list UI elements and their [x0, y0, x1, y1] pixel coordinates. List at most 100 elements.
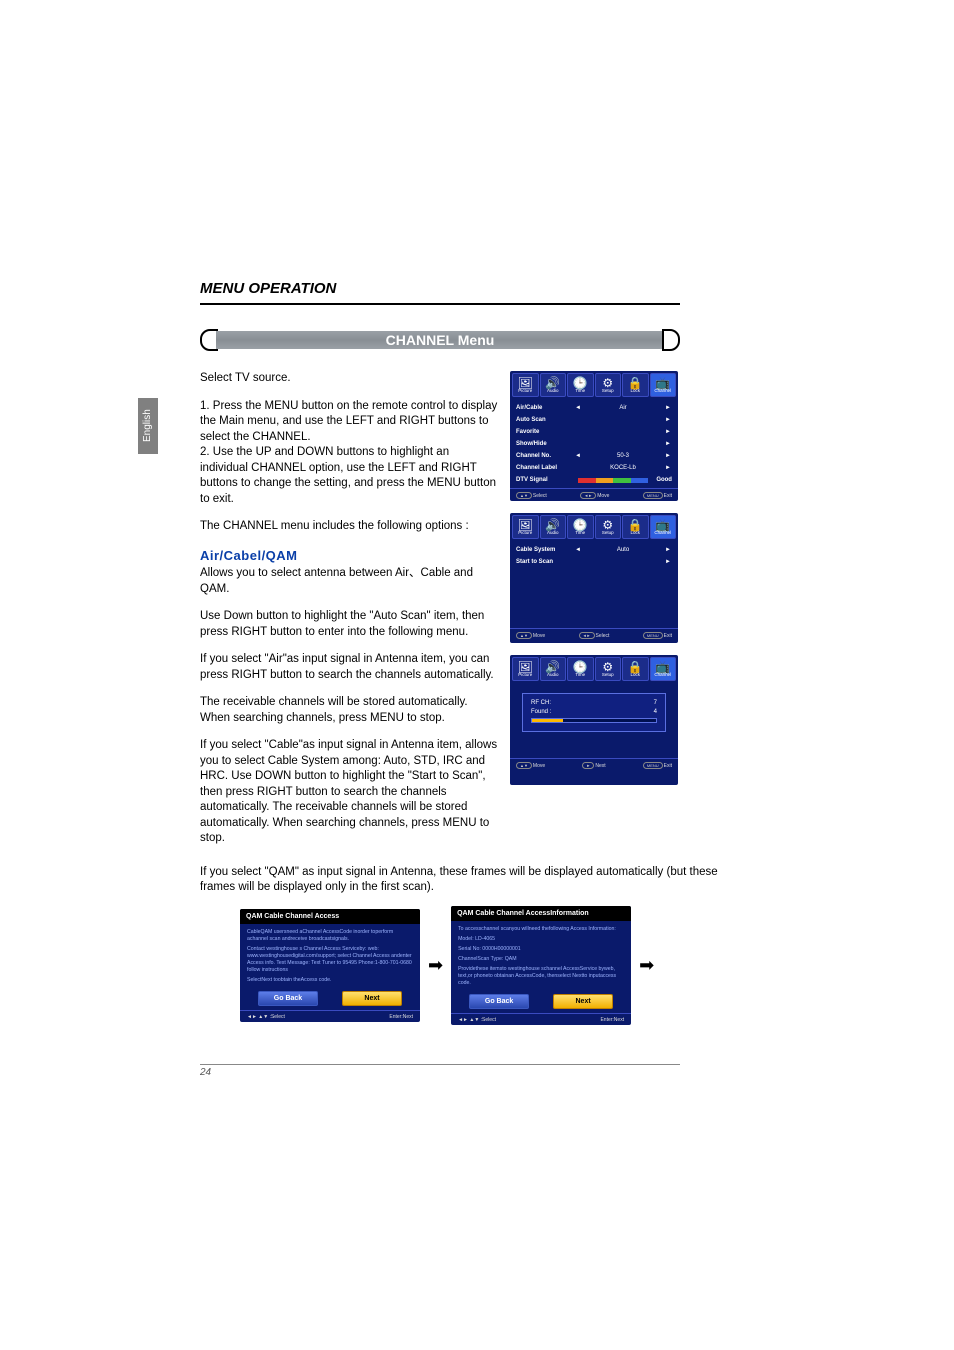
osd-tab-setup[interactable]: ⚙Setup — [595, 515, 622, 539]
setup-icon: ⚙ — [602, 377, 613, 389]
osd-scan-progress: 🖼Picture🔊Audio🕒Time⚙Setup🔒Lock📺ChannelRF… — [510, 655, 678, 785]
qam-button-row: Go Back Next — [240, 991, 420, 1010]
osd-row-label: Start to Scan — [516, 559, 574, 565]
osd-row[interactable]: Start to Scan ► — [516, 556, 672, 568]
osd-tab-lock[interactable]: 🔒Lock — [622, 657, 649, 681]
audio-icon: 🔊 — [545, 661, 560, 673]
qam-dialog-title: QAM Cable Channel Access — [240, 909, 420, 924]
intro-text: Select TV source. — [200, 371, 500, 387]
lock-icon: 🔒 — [628, 661, 643, 673]
osd-tab-lock[interactable]: 🔒Lock — [622, 373, 649, 397]
left-column: Select TV source. 1. Press the MENU butt… — [200, 371, 500, 847]
arrow-right-icon: ► — [664, 429, 672, 435]
qam-footer-left: ◄► ▲▼ :Select — [458, 1017, 496, 1023]
go-back-button[interactable]: Go Back — [258, 991, 318, 1006]
osd-tab-strip: 🖼Picture🔊Audio🕒Time⚙Setup🔒Lock📺Channel — [510, 513, 678, 541]
channel-icon: 📺 — [655, 661, 670, 673]
osd-tab-label: Lock — [630, 389, 640, 394]
arrow-right-icon: ► — [664, 465, 672, 471]
osd-footer-left: ▲▼Move — [516, 762, 545, 769]
picture-icon: 🖼 — [518, 661, 533, 673]
qam-footer-left: ◄► ▲▼ :Select — [247, 1014, 285, 1020]
osd-tab-picture[interactable]: 🖼Picture — [512, 657, 539, 681]
qam-footer-right: Enter:Next — [600, 1017, 624, 1023]
osd-row-label: Channel Label — [516, 465, 574, 471]
lock-icon: 🔒 — [628, 519, 643, 531]
osd-tab-audio[interactable]: 🔊Audio — [540, 515, 567, 539]
right-column: 🖼Picture🔊Audio🕒Time⚙Setup🔒Lock📺ChannelAi… — [510, 371, 678, 797]
osd-tab-time[interactable]: 🕒Time — [567, 657, 594, 681]
osd-row-label: Cable System — [516, 547, 574, 553]
osd-footer-right: MENUExit — [643, 762, 672, 769]
osd-tab-channel[interactable]: 📺Channel — [650, 515, 677, 539]
options-line: The CHANNEL menu includes the following … — [200, 519, 500, 535]
osd-tab-time[interactable]: 🕒Time — [567, 373, 594, 397]
osd-tab-audio[interactable]: 🔊Audio — [540, 657, 567, 681]
osd-tab-setup[interactable]: ⚙Setup — [595, 657, 622, 681]
osd-footer-mid: ►Next — [582, 762, 605, 769]
osd-tab-label: Audio — [547, 389, 559, 394]
osd-body: Air/Cable◄Air►Auto Scan►Favorite►Show/Hi… — [510, 399, 678, 488]
osd-row[interactable]: Channel LabelKOCE-Lb► — [516, 462, 672, 474]
qam-dialog-row: QAM Cable Channel Access CableQAM usersne… — [240, 906, 820, 1025]
osd-tab-time[interactable]: 🕒Time — [567, 515, 594, 539]
qam-body-line: CableQAM usersneed aChannel AccessCode i… — [247, 929, 413, 943]
channel-icon: 📺 — [655, 377, 670, 389]
osd-tab-picture[interactable]: 🖼Picture — [512, 515, 539, 539]
time-icon: 🕒 — [573, 377, 588, 389]
language-tab: English — [138, 398, 158, 454]
arrow-right-icon: ► — [664, 547, 672, 553]
osd-row[interactable]: Auto Scan► — [516, 414, 672, 426]
osd-tab-label: Setup — [602, 389, 614, 394]
arrow-right-icon: ► — [664, 559, 672, 565]
section-title: MENU OPERATION — [200, 280, 820, 297]
arrow-right-icon: ➡ — [428, 955, 443, 976]
scan-progress-bar — [531, 718, 657, 723]
content-area: MENU OPERATION CHANNEL Menu Select TV so… — [200, 280, 820, 1025]
osd-tab-lock[interactable]: 🔒Lock — [622, 515, 649, 539]
air-cable-qam-desc: Allows you to select antenna between Air… — [200, 566, 500, 597]
qam-body-line: SelectNext toobtain theAccess code. — [247, 977, 413, 984]
osd-tab-label: Lock — [630, 531, 640, 536]
next-button[interactable]: Next — [553, 994, 613, 1009]
next-button[interactable]: Next — [342, 991, 402, 1006]
osd-row-value: 50-3 — [582, 453, 664, 459]
qam-footer: ◄► ▲▼ :Select Enter:Next — [451, 1013, 631, 1023]
osd-tab-channel[interactable]: 📺Channel — [650, 657, 677, 681]
setup-icon: ⚙ — [602, 519, 613, 531]
qam-body-line: To accesschannel scanyou willneed thefol… — [458, 926, 624, 933]
scan-found-row: Found :4 — [531, 709, 657, 715]
osd-row[interactable]: Favorite► — [516, 426, 672, 438]
two-column-body: Select TV source. 1. Press the MENU butt… — [200, 371, 820, 847]
osd-row[interactable]: Show/Hide► — [516, 438, 672, 450]
para-stored: The receivable channels will be stored a… — [200, 695, 500, 726]
osd-body: Cable System◄Auto► Start to Scan ► — [510, 541, 678, 628]
osd-tab-channel[interactable]: 📺Channel — [650, 373, 677, 397]
arrow-right-icon: ► — [664, 417, 672, 423]
osd-footer-right: MENUExit — [643, 492, 672, 499]
qam-dialog-info: QAM Cable Channel AccessInformation To ac… — [451, 906, 631, 1025]
para-cable: If you select "Cable"as input signal in … — [200, 738, 500, 847]
arrow-right-icon: ► — [664, 441, 672, 447]
qam-dialog-title: QAM Cable Channel AccessInformation — [451, 906, 631, 921]
page-root: English MENU OPERATION CHANNEL Menu Sele… — [0, 0, 954, 1350]
scan-rf-row: RF CH:7 — [531, 700, 657, 706]
osd-tab-label: Lock — [630, 673, 640, 678]
go-back-button[interactable]: Go Back — [469, 994, 529, 1009]
osd-tab-picture[interactable]: 🖼Picture — [512, 373, 539, 397]
arrow-right-icon: ➡ — [639, 955, 654, 976]
air-cable-qam-heading: Air/Cabel/QAM — [200, 547, 500, 565]
osd-footer: ▲▼Move◄►SelectMENUExit — [510, 628, 678, 639]
osd-tab-label: Time — [575, 389, 585, 394]
osd-tab-label: Time — [575, 673, 585, 678]
osd-row[interactable]: Channel No.◄50-3► — [516, 450, 672, 462]
osd-tab-strip: 🖼Picture🔊Audio🕒Time⚙Setup🔒Lock📺Channel — [510, 655, 678, 683]
osd-tab-audio[interactable]: 🔊Audio — [540, 373, 567, 397]
qam-dialog-access: QAM Cable Channel Access CableQAM usersne… — [240, 909, 420, 1022]
osd-row[interactable]: Air/Cable◄Air► — [516, 402, 672, 414]
audio-icon: 🔊 — [545, 519, 560, 531]
osd-footer-mid: ◄►Move — [580, 492, 609, 499]
lock-icon: 🔒 — [628, 377, 643, 389]
osd-tab-setup[interactable]: ⚙Setup — [595, 373, 622, 397]
osd-row[interactable]: Cable System◄Auto► — [516, 544, 672, 556]
